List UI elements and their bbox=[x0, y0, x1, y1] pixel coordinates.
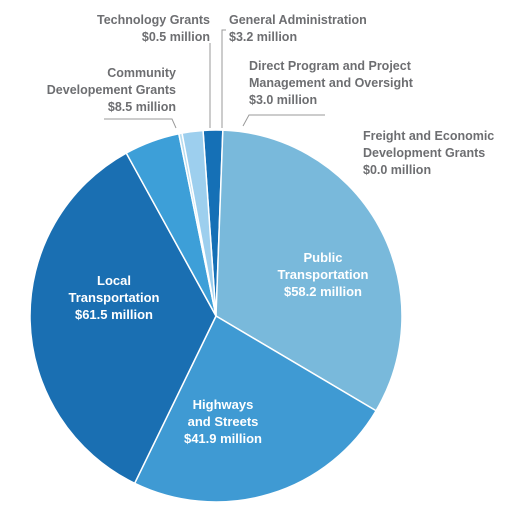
slice-label-2: Local Transportation $61.5 million bbox=[68, 273, 159, 322]
slice-value-label: $61.5 million bbox=[75, 307, 153, 322]
slice-value-label: $8.5 million bbox=[108, 100, 176, 114]
slice-name-label: Community bbox=[107, 66, 176, 80]
slice-value-label: $0.0 million bbox=[363, 163, 431, 177]
pie-slice-1 bbox=[133, 314, 378, 503]
slice-value-label: $3.2 million bbox=[229, 30, 297, 44]
slice-labels: Public Transportation $58.2 million Highway… bbox=[47, 13, 495, 446]
slice-value-label: $3.0 million bbox=[249, 93, 317, 107]
slice-name-label: Transportation bbox=[68, 290, 159, 305]
slice-value-label: $0.5 million bbox=[142, 30, 210, 44]
slice-name-label: Freight and Economic bbox=[363, 129, 494, 143]
leader-lines bbox=[104, 29, 325, 129]
slice-label-7: Freight and Economic Development Grants $0… bbox=[363, 129, 494, 177]
slice-value-label: $58.2 million bbox=[284, 284, 362, 299]
slice-label-0: Public Transportation $58.2 million bbox=[277, 250, 368, 299]
pie-slice-5 bbox=[181, 129, 217, 317]
slice-label-1: Highways and Streets $41.9 million bbox=[184, 397, 262, 446]
pie-slice-2 bbox=[29, 152, 217, 485]
leader-community-grants bbox=[104, 118, 177, 129]
slice-name-label: Public bbox=[303, 250, 342, 265]
leader-general-administration bbox=[221, 29, 226, 128]
slice-label-5: General Administration $3.2 million bbox=[229, 13, 367, 44]
slice-name-label: and Streets bbox=[188, 414, 259, 429]
slice-label-6: Direct Program and Project Management and… bbox=[249, 59, 414, 107]
slice-name-label: Technology Grants bbox=[97, 13, 210, 27]
slice-name-label: Transportation bbox=[277, 267, 368, 282]
slice-name-label: Local bbox=[97, 273, 131, 288]
slice-name-label: Management and Oversight bbox=[249, 76, 414, 90]
pie-slice-0 bbox=[215, 129, 403, 412]
slice-name-label: Developement Grants bbox=[47, 83, 176, 97]
slice-name-label: Highways bbox=[193, 397, 254, 412]
leader-direct-program bbox=[242, 114, 325, 127]
slice-name-label: Direct Program and Project bbox=[249, 59, 412, 73]
slice-label-4: Technology Grants $0.5 million bbox=[97, 13, 210, 44]
pie-slices bbox=[29, 129, 403, 503]
slice-name-label: General Administration bbox=[229, 13, 367, 27]
slice-label-3: Community Developement Grants $8.5 million bbox=[47, 66, 176, 114]
slice-name-label: Development Grants bbox=[363, 146, 485, 160]
slice-value-label: $41.9 million bbox=[184, 431, 262, 446]
